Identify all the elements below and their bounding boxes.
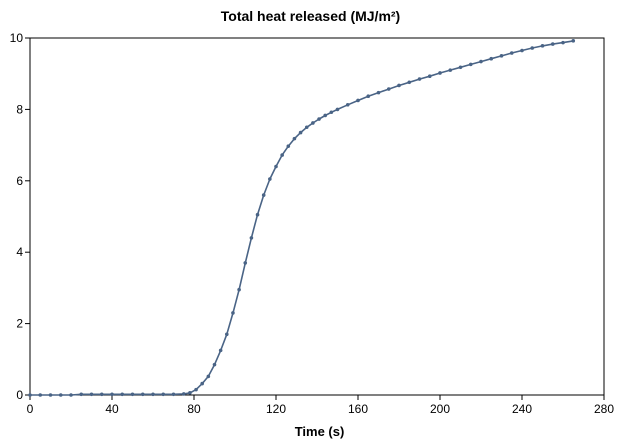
data-point <box>99 392 104 397</box>
data-point <box>28 393 32 397</box>
data-point <box>417 77 422 81</box>
data-point <box>194 387 198 392</box>
data-point <box>386 87 391 91</box>
data-point <box>255 212 260 217</box>
data-point <box>161 392 166 397</box>
x-axis-ticks: 0 40 80 120 160 200 240 280 <box>27 395 614 416</box>
y-tick-label: 4 <box>16 245 23 259</box>
data-point <box>329 110 334 115</box>
data-point <box>130 392 135 397</box>
data-point <box>171 392 176 397</box>
data-point <box>335 107 340 112</box>
data-point <box>206 374 211 379</box>
data-point <box>427 74 432 78</box>
data-point <box>479 59 483 64</box>
data-point <box>231 311 235 315</box>
data-point <box>317 117 321 121</box>
data-point <box>345 102 350 107</box>
data-point <box>181 392 186 396</box>
data-point <box>286 144 291 148</box>
y-tick-label: 0 <box>16 388 23 402</box>
data-point <box>292 136 297 141</box>
data-point <box>376 90 381 95</box>
data-point <box>366 94 371 98</box>
data-point <box>89 392 94 397</box>
data-point <box>261 193 266 197</box>
data-point <box>38 393 43 397</box>
series-line <box>30 40 574 396</box>
data-point <box>237 287 241 292</box>
data-point <box>438 71 442 75</box>
data-point <box>110 392 114 397</box>
chart-title: Total heat released (MJ/m²) <box>220 8 401 24</box>
y-tick-label: 8 <box>16 102 23 116</box>
data-point <box>468 62 473 67</box>
x-tick-label: 200 <box>430 402 450 416</box>
data-point <box>311 121 315 125</box>
data-point <box>243 261 248 265</box>
data-point <box>218 348 223 353</box>
data-point <box>140 392 145 397</box>
data-point <box>561 40 565 45</box>
x-axis-label: Time (s) <box>294 424 345 439</box>
data-point <box>120 392 125 397</box>
y-tick-label: 2 <box>16 317 23 331</box>
data-point <box>489 56 494 61</box>
x-tick-label: 120 <box>266 402 286 416</box>
data-point <box>200 381 204 386</box>
data-point <box>151 392 155 397</box>
data-point <box>225 332 229 337</box>
data-point <box>448 68 453 72</box>
data-point <box>458 65 463 70</box>
data-point <box>79 392 84 397</box>
data-point <box>509 51 514 55</box>
data-point <box>69 393 73 397</box>
y-tick-label: 10 <box>10 31 24 45</box>
data-point <box>249 236 254 240</box>
y-axis-ticks: 0 2 4 6 8 10 <box>10 31 30 402</box>
data-point <box>212 362 217 367</box>
y-tick-label: 6 <box>16 174 23 188</box>
data-point <box>540 44 545 48</box>
data-point <box>48 393 53 397</box>
data-point <box>520 48 524 53</box>
data-point <box>188 391 192 395</box>
data-point <box>304 125 309 130</box>
x-tick-label: 240 <box>512 402 532 416</box>
data-point <box>298 130 303 135</box>
x-tick-label: 160 <box>348 402 368 416</box>
x-tick-label: 0 <box>27 402 34 416</box>
data-point <box>530 46 535 50</box>
x-tick-label: 80 <box>187 402 201 416</box>
x-tick-label: 280 <box>594 402 614 416</box>
data-point <box>499 54 504 58</box>
data-point <box>407 80 412 85</box>
data-point <box>397 83 401 88</box>
x-tick-label: 40 <box>105 402 119 416</box>
data-point <box>268 177 272 181</box>
data-point <box>280 153 284 157</box>
data-point <box>550 42 555 46</box>
data-point <box>274 164 278 169</box>
data-point <box>58 393 63 397</box>
plot-frame <box>29 37 605 396</box>
series-layer <box>28 39 576 397</box>
data-point <box>356 98 360 103</box>
data-point <box>571 39 576 43</box>
data-point <box>323 113 328 118</box>
